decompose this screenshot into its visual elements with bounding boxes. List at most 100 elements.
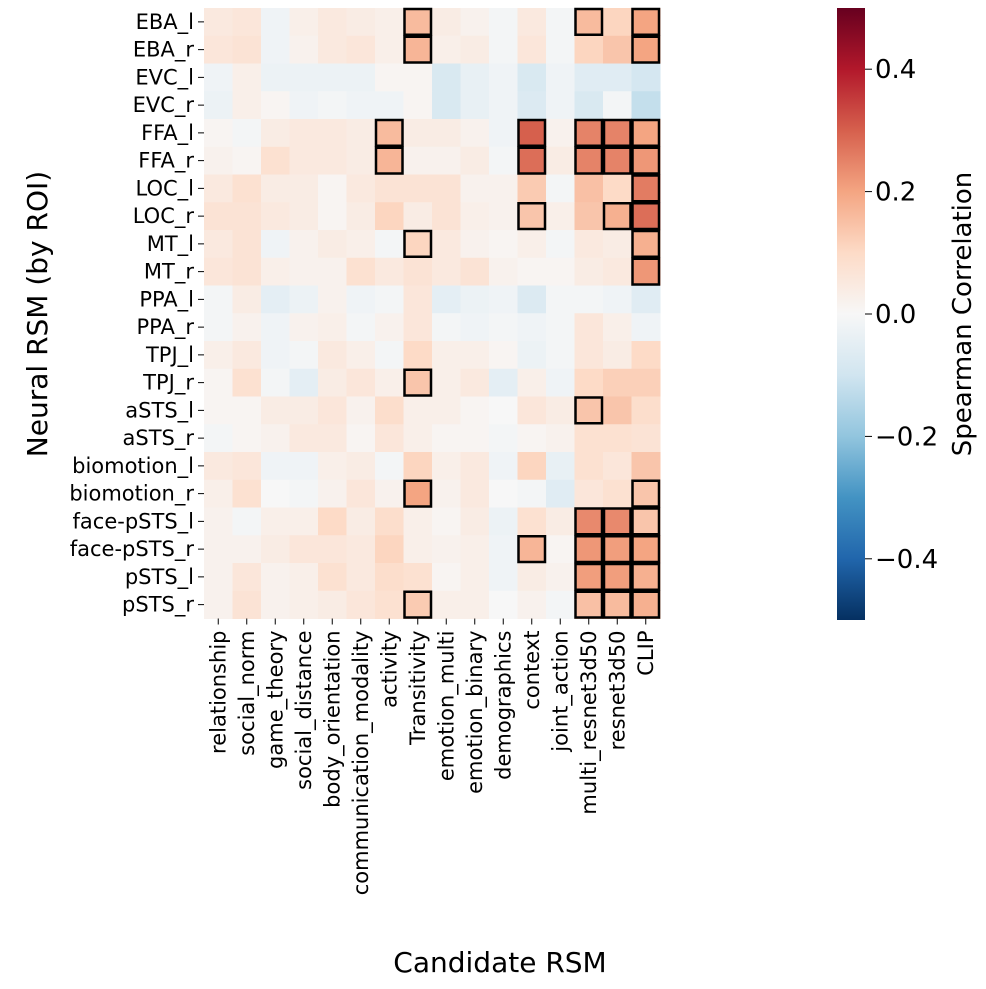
heatmap-cell <box>346 8 376 37</box>
x-tick-labels: relationship social_norm game_theory social… <box>206 618 658 895</box>
heatmap-cell <box>574 63 604 92</box>
heatmap-cell <box>432 424 461 453</box>
heatmap-cell <box>204 257 233 286</box>
heatmap-cell <box>318 35 347 64</box>
heatmap-cell <box>261 590 290 619</box>
heatmap-cell <box>603 91 632 120</box>
heatmap-cell <box>232 590 262 619</box>
heatmap-cell <box>574 202 604 231</box>
heatmap-cell <box>261 424 290 453</box>
heatmap-cell <box>375 396 404 425</box>
heatmap-cell <box>346 285 376 314</box>
heatmap-cell <box>603 313 632 342</box>
heatmap-cell <box>204 91 233 120</box>
heatmap-cell <box>489 91 518 120</box>
heatmap-cell <box>318 313 347 342</box>
x-tick-label: joint_action <box>548 631 573 753</box>
highlight-box <box>403 368 433 397</box>
heatmap-cell <box>261 8 290 37</box>
heatmap-cell <box>204 146 233 175</box>
y-tick-label: face-pSTS_l <box>73 509 194 534</box>
heatmap-cell <box>460 146 490 175</box>
heatmap-cell <box>489 202 518 231</box>
heatmap-cell <box>318 563 347 592</box>
heatmap-cell <box>261 230 290 259</box>
heatmap-cell <box>346 35 376 64</box>
colorbar-tick-label: 0.2 <box>875 178 916 208</box>
x-tick-label: emotion_binary <box>463 631 488 794</box>
heatmap-cell <box>403 257 433 286</box>
heatmap-cell <box>289 119 319 148</box>
heatmap-cell <box>204 341 233 370</box>
heatmap-cell <box>517 230 547 259</box>
heatmap-cell <box>232 479 262 508</box>
heatmap-cell <box>375 202 404 231</box>
x-tick-label: resnet3d50 <box>605 631 629 751</box>
y-tick-label: LOC_l <box>136 176 194 201</box>
highlight-box <box>574 562 604 591</box>
y-tick-label: pSTS_l <box>125 565 194 590</box>
highlight-box <box>602 535 632 564</box>
significance-highlights <box>374 7 661 619</box>
heatmap-cell <box>289 590 319 619</box>
heatmap-cell <box>261 119 290 148</box>
heatmap-cell <box>574 230 604 259</box>
x-axis-title: Candidate RSM <box>393 946 606 979</box>
heatmap-cell <box>517 590 547 619</box>
heatmap-cell <box>489 590 518 619</box>
heatmap-cell <box>318 230 347 259</box>
heatmap-cell <box>261 174 290 203</box>
heatmap-cell <box>318 63 347 92</box>
heatmap-cell <box>318 452 347 481</box>
heatmap-cell <box>517 479 547 508</box>
heatmap-cell <box>346 479 376 508</box>
heatmap-cell <box>432 91 461 120</box>
heatmap-cell <box>631 563 661 592</box>
heatmap-cell <box>489 35 518 64</box>
colorbar-tick-label: −0.4 <box>875 545 938 575</box>
heatmap-cell <box>631 313 661 342</box>
heatmap-cell <box>403 396 433 425</box>
heatmap-cell <box>289 230 319 259</box>
heatmap-cell <box>574 119 604 148</box>
heatmap-cell <box>375 424 404 453</box>
heatmap-cell <box>460 63 490 92</box>
heatmap-cell <box>432 230 461 259</box>
heatmap-cell <box>289 479 319 508</box>
heatmap-cell <box>489 396 518 425</box>
heatmap-cell <box>261 535 290 564</box>
heatmap-cell <box>460 396 490 425</box>
heatmap-cell <box>346 368 376 397</box>
heatmap-cell <box>232 396 262 425</box>
highlight-box <box>631 174 661 203</box>
heatmap-cell <box>204 479 233 508</box>
heatmap-cell <box>489 174 518 203</box>
heatmap-cell <box>432 396 461 425</box>
highlight-box <box>631 535 661 564</box>
heatmap-cell <box>603 230 632 259</box>
heatmap-cell <box>546 396 575 425</box>
highlight-box <box>403 590 433 619</box>
heatmap-cell <box>432 313 461 342</box>
heatmap-cell <box>489 146 518 175</box>
heatmap-cell <box>603 257 632 286</box>
heatmap-cell <box>460 368 490 397</box>
y-tick-label: pSTS_r <box>122 593 194 618</box>
highlight-box <box>631 257 661 286</box>
heatmap-cell <box>403 8 433 37</box>
heatmap-cell <box>403 202 433 231</box>
heatmap-cell <box>375 91 404 120</box>
heatmap-cell <box>261 91 290 120</box>
heatmap-cell <box>517 8 547 37</box>
heatmap-cell <box>517 368 547 397</box>
heatmap-cell <box>232 8 262 37</box>
x-tick-label: Transitivity <box>406 631 430 746</box>
heatmap-cell <box>546 35 575 64</box>
heatmap-cell <box>403 479 433 508</box>
heatmap-cell <box>375 257 404 286</box>
heatmap-cell <box>460 563 490 592</box>
heatmap-cell <box>517 563 547 592</box>
highlight-box <box>403 229 433 258</box>
y-axis-title: Neural RSM (by ROI) <box>21 171 54 457</box>
heatmap-cell <box>574 396 604 425</box>
